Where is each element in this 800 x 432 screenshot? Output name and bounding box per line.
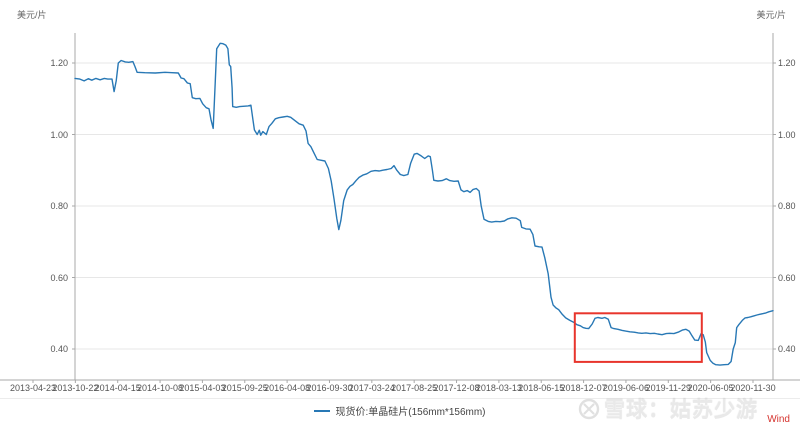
y-tick-label: 0.60: [778, 272, 796, 283]
legend: 现货价:单晶硅片(156mm*156mm): [0, 403, 800, 418]
tick-marks: [32, 62, 776, 383]
watermark-text: 雪球：姑苏少游: [604, 399, 758, 422]
y-tick-label: 0.80: [778, 201, 796, 211]
x-tick-label: 2015-09-25: [221, 383, 268, 393]
annotation-highlight-box: [573, 312, 703, 363]
x-tick-label: 2017-08-25: [391, 383, 438, 393]
xueqiu-watermark: 雪球：姑苏少游: [578, 394, 758, 424]
y-tick-label: 0.40: [50, 344, 68, 354]
x-tick-label: 2018-03-13: [475, 383, 522, 393]
xueqiu-logo-icon: [578, 398, 600, 420]
y-tick-label: 0.40: [778, 344, 796, 354]
legend-label: 现货价:单晶硅片(156mm*156mm): [335, 407, 486, 418]
x-tick-label: 2014-10-08: [137, 383, 184, 393]
y-tick-label: 0.60: [50, 272, 68, 283]
x-tick-label: 2019-11-29: [645, 383, 691, 393]
x-tick-label: 2020-06-05: [687, 383, 734, 393]
y-tick-label: 0.80: [50, 201, 68, 211]
wind-source-label: Wind: [767, 414, 790, 425]
x-tick-label: 2014-04-15: [94, 383, 141, 393]
x-tick-label: 2013-10-22: [52, 383, 99, 393]
x-tick-label: 2019-06-06: [602, 383, 649, 393]
x-tick-label: 2017-12-08: [433, 383, 480, 393]
y-tick-label: 1.00: [50, 129, 68, 140]
y-tick-label: 1.00: [778, 129, 796, 140]
x-tick-label: 2015-04-03: [179, 383, 226, 393]
x-tick-label: 2016-09-30: [306, 383, 353, 393]
y-axis-unit-right: 美元/片: [756, 10, 786, 20]
y-axis-unit-left: 美元/片: [17, 10, 47, 20]
x-tick-label: 2020-11-30: [730, 383, 776, 393]
price-series-line: [74, 42, 774, 366]
x-tick-label: 2018-06-15: [518, 383, 565, 393]
x-tick-label: 2016-04-08: [264, 383, 311, 393]
y-tick-label: 1.20: [778, 58, 796, 68]
x-tick-label: 2013-04-23: [9, 383, 57, 393]
legend-item[interactable]: 现货价:单晶硅片(156mm*156mm): [314, 403, 486, 418]
legend-line-sample-icon: [314, 409, 331, 412]
legend-separator: [0, 398, 800, 399]
y-tick-label: 1.20: [50, 58, 68, 68]
gridlines: [75, 62, 773, 350]
x-tick-label: 2018-12-07: [560, 383, 607, 393]
x-tick-label: 2017-03-24: [348, 383, 395, 393]
